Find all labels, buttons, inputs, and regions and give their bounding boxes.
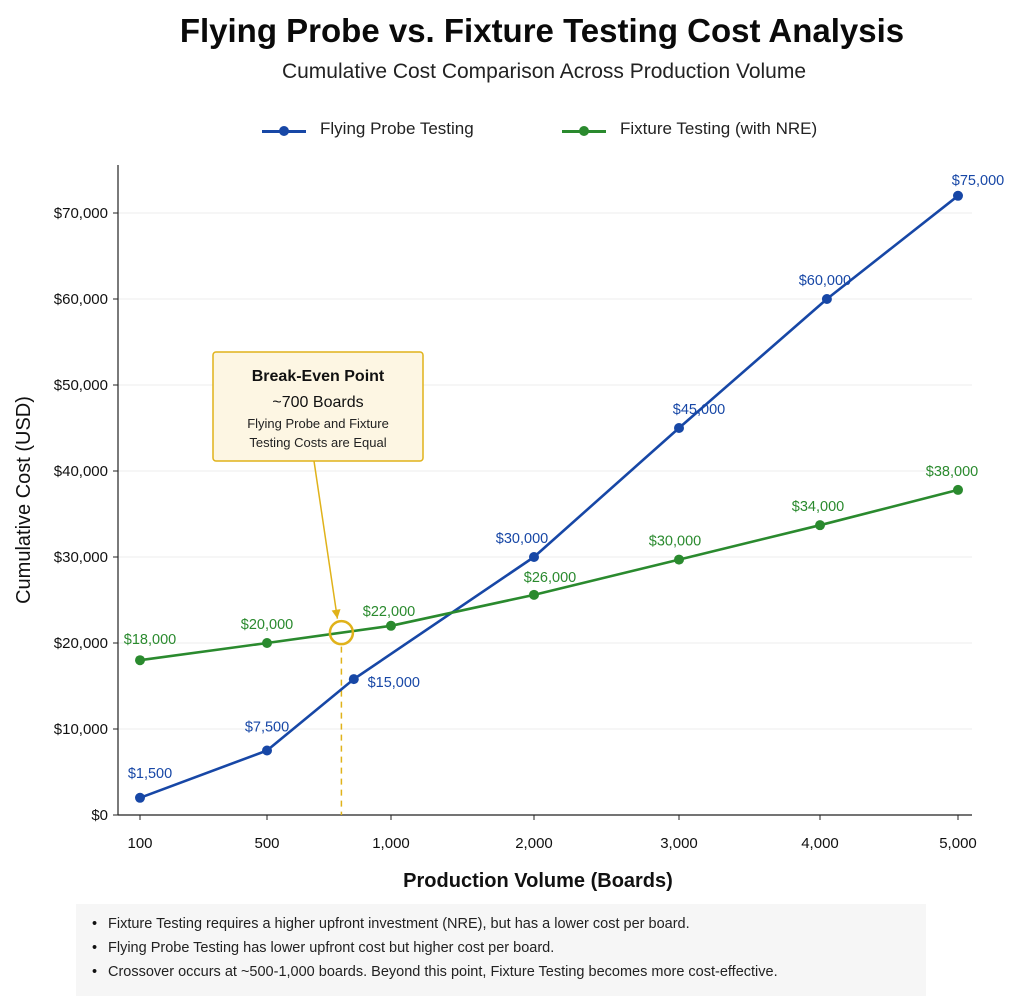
x-axis-label: Production Volume (Boards) <box>403 870 673 892</box>
y-tick-label: $0 <box>91 807 108 824</box>
data-label-fixture: $22,000 <box>363 604 415 620</box>
x-tick-label: 5,000 <box>939 835 977 852</box>
y-tick-label: $40,000 <box>54 463 108 480</box>
note-item: Flying Probe Testing has lower upfront c… <box>90 936 926 960</box>
legend-label-fixture: Fixture Testing (with NRE) <box>620 119 818 138</box>
break-even-title: Break-Even Point <box>252 368 385 385</box>
y-tick-label: $70,000 <box>54 205 108 222</box>
legend-label-flying-probe: Flying Probe Testing <box>320 119 474 138</box>
data-point-fixture <box>815 520 825 531</box>
note-item: Fixture Testing requires a higher upfron… <box>90 912 926 936</box>
data-label-flying-probe: $7,500 <box>245 720 289 736</box>
y-tick-label: $50,000 <box>54 377 108 394</box>
y-tick-label: $10,000 <box>54 721 108 738</box>
data-point-fixture <box>386 620 396 631</box>
legend-marker-fixture <box>579 126 589 136</box>
data-label-fixture: $34,000 <box>792 499 844 515</box>
data-point-flying-probe <box>674 423 684 433</box>
data-label-fixture: $18,000 <box>124 632 176 648</box>
data-point-flying-probe <box>135 792 145 803</box>
data-point-fixture <box>262 638 272 648</box>
y-tick-label: $60,000 <box>54 291 108 308</box>
break-even-marker <box>328 619 355 646</box>
x-tick-label: 1,000 <box>372 835 410 852</box>
chart-plot: $0 $10,000 $20,000 $30,000 $40,000 $50,000 $60… <box>13 165 1004 892</box>
data-label-flying-probe: $1,500 <box>128 766 172 782</box>
legend-marker-flying-probe <box>279 126 289 136</box>
data-point-fixture <box>674 554 684 565</box>
data-label-fixture: $20,000 <box>241 617 293 633</box>
chart-legend: Flying Probe Testing Fixture Testing (wi… <box>0 118 1024 144</box>
data-point-flying-probe <box>262 745 272 756</box>
data-label-flying-probe: $15,000 <box>368 675 420 691</box>
data-label-fixture: $38,000 <box>926 464 978 480</box>
y-axis-label: Cumulative Cost (USD) <box>13 396 35 604</box>
data-point-flying-probe <box>953 190 963 201</box>
data-label-flying-probe: $45,000 <box>673 402 725 418</box>
notes-panel: Fixture Testing requires a higher upfron… <box>76 904 926 996</box>
y-tick-label: $20,000 <box>54 635 108 652</box>
chart-title: Flying Probe vs. Fixture Testing Cost An… <box>179 12 905 49</box>
break-even-description: Flying Probe and Fixture <box>247 416 389 431</box>
x-tick-label: 100 <box>127 835 152 852</box>
note-item: Crossover occurs at ~500-1,000 boards. B… <box>90 960 926 984</box>
data-point-flying-probe <box>529 552 539 562</box>
x-tick-label: 2,000 <box>515 835 553 852</box>
break-even-value: ~700 Boards <box>272 394 363 411</box>
x-tick-label: 500 <box>254 835 279 852</box>
data-label-fixture: $30,000 <box>649 534 701 550</box>
data-point-flying-probe <box>821 294 832 304</box>
data-point-fixture <box>529 589 539 600</box>
y-tick-label: $30,000 <box>54 549 108 566</box>
data-label-flying-probe: $30,000 <box>496 531 548 547</box>
x-tick-label: 3,000 <box>660 835 698 852</box>
break-even-arrowhead <box>331 609 341 619</box>
data-point-fixture <box>135 655 145 666</box>
data-label-fixture: $26,000 <box>524 570 576 586</box>
break-even-callout-box <box>212 351 424 462</box>
data-point-flying-probe <box>348 674 359 685</box>
break-even-arrow <box>313 460 339 619</box>
data-label-flying-probe: $75,000 <box>952 173 1004 189</box>
data-point-fixture <box>953 484 963 495</box>
x-tick-label: 4,000 <box>801 835 839 852</box>
data-label-flying-probe: $60,000 <box>799 273 851 289</box>
chart-subtitle: Cumulative Cost Comparison Across Produc… <box>281 60 807 83</box>
break-even-description: Testing Costs are Equal <box>249 435 386 450</box>
